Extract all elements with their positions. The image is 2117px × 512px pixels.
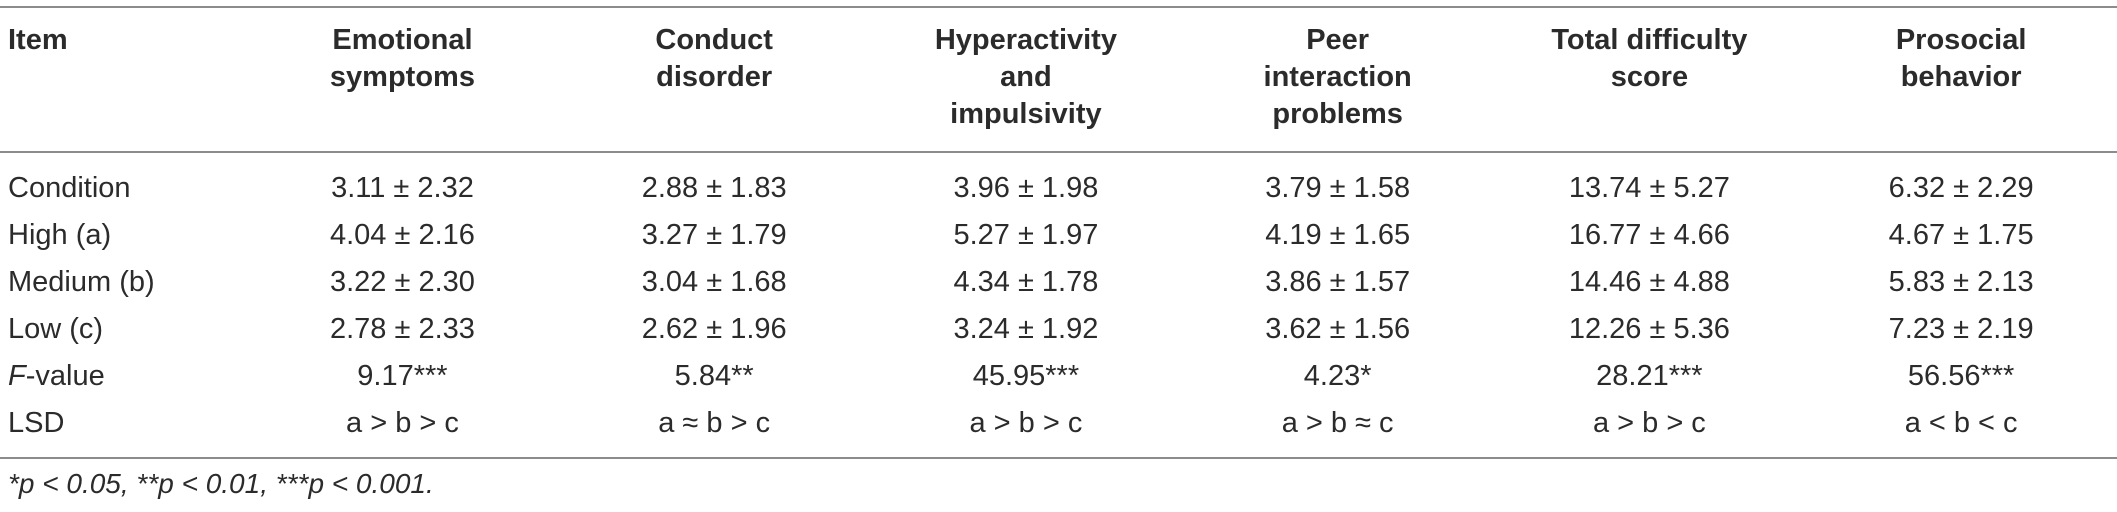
table-cell: 4.04 ± 2.16: [329, 219, 475, 251]
table-cell: 45.95***: [972, 360, 1080, 392]
table-cell: 2.88 ± 1.83: [641, 172, 787, 204]
table-cell: 5.83 ± 2.13: [1888, 266, 2034, 298]
header-prosocial-behavior: Prosocial behavior: [1805, 7, 2117, 152]
header-line: Total difficulty: [1551, 24, 1748, 56]
table-row-f-value: F-value 9.17*** 5.84** 45.95*** 4.23* 28…: [0, 353, 2117, 400]
table-cell: 5.27 ± 1.97: [953, 219, 1099, 251]
header-peer-interaction: Peer interaction problems: [1182, 7, 1494, 152]
header-line: impulsivity: [950, 98, 1102, 130]
table-cell: 3.11 ± 2.32: [331, 172, 474, 204]
table-cell: 9.17***: [357, 360, 448, 392]
table-cell: 12.26 ± 5.36: [1568, 313, 1730, 345]
table-cell: 3.86 ± 1.57: [1265, 266, 1411, 298]
header-conduct-disorder: Conduct disorder: [558, 7, 870, 152]
table-row-medium: Medium (b) 3.22 ± 2.30 3.04 ± 1.68 4.34 …: [0, 259, 2117, 306]
table-cell: 6.32 ± 2.29: [1888, 172, 2034, 204]
table-header: Item Emotional symptoms Conduct disorder…: [0, 7, 2117, 152]
table-cell: 14.46 ± 4.88: [1568, 266, 1730, 298]
table-row-lsd: LSD a > b > c a ≈ b > c a > b > c a > b …: [0, 400, 2117, 458]
table-cell: 13.74 ± 5.27: [1568, 172, 1730, 204]
row-label: F-value: [0, 353, 247, 400]
header-line: disorder: [656, 61, 773, 93]
table-cell: 2.62 ± 1.96: [641, 313, 787, 345]
table-cell: 4.19 ± 1.65: [1265, 219, 1411, 251]
table-row-condition: Condition 3.11 ± 2.32 2.88 ± 1.83 3.96 ±…: [0, 152, 2117, 212]
row-label: Condition: [8, 172, 131, 204]
header-line: Prosocial: [1895, 24, 2027, 56]
header-item: Item: [0, 7, 247, 152]
row-label: High (a): [8, 219, 112, 251]
header-line: Conduct: [655, 24, 773, 56]
table-row-low: Low (c) 2.78 ± 2.33 2.62 ± 1.96 3.24 ± 1…: [0, 306, 2117, 353]
table-footnote: *p < 0.05, **p < 0.01, ***p < 0.001.: [8, 468, 434, 499]
header-line: interaction: [1263, 61, 1412, 93]
header-line: behavior: [1900, 61, 2022, 93]
header-line: Peer: [1306, 24, 1370, 56]
table-cell: 4.23*: [1303, 360, 1372, 392]
header-item-label: Item: [8, 24, 68, 56]
table-cell: 56.56***: [1907, 360, 2015, 392]
table-cell: 3.27 ± 1.79: [641, 219, 787, 251]
header-total-difficulty: Total difficulty score: [1494, 7, 1806, 152]
table-row-high: High (a) 4.04 ± 2.16 3.27 ± 1.79 5.27 ± …: [0, 212, 2117, 259]
table-cell: 16.77 ± 4.66: [1568, 219, 1730, 251]
header-line: and: [1000, 61, 1052, 93]
f-italic: F: [8, 360, 26, 392]
table-cell: 4.67 ± 1.75: [1888, 219, 2034, 251]
table-cell: 28.21***: [1596, 360, 1703, 392]
table-cell: a > b ≈ c: [1281, 407, 1394, 439]
table-cell: 3.96 ± 1.98: [953, 172, 1099, 204]
table-cell: 3.79 ± 1.58: [1265, 172, 1411, 204]
results-table-container: Item Emotional symptoms Conduct disorder…: [0, 6, 2117, 459]
table-cell: 2.78 ± 2.33: [329, 313, 475, 345]
header-line: problems: [1272, 98, 1403, 130]
header-line: Hyperactivity: [934, 24, 1117, 56]
table-cell: 3.24 ± 1.92: [953, 313, 1099, 345]
table-cell: a ≈ b > c: [658, 407, 771, 439]
table-body: Condition 3.11 ± 2.32 2.88 ± 1.83 3.96 ±…: [0, 152, 2117, 458]
table-cell: 4.34 ± 1.78: [953, 266, 1099, 298]
header-line: score: [1610, 61, 1689, 93]
table-cell: 7.23 ± 2.19: [1888, 313, 2034, 345]
table-cell: a > b > c: [969, 407, 1083, 439]
header-row: Item Emotional symptoms Conduct disorder…: [0, 7, 2117, 152]
table-cell: 3.22 ± 2.30: [329, 266, 475, 298]
row-label: LSD: [8, 407, 65, 439]
header-emotional-symptoms: Emotional symptoms: [247, 7, 559, 152]
f-rest: -value: [25, 360, 105, 392]
table-cell: a > b > c: [346, 407, 459, 439]
row-label: Medium (b): [8, 266, 155, 298]
table-cell: a < b < c: [1904, 407, 2018, 439]
table-cell: 5.84**: [674, 360, 754, 392]
header-line: symptoms: [329, 61, 475, 93]
table-cell: 3.62 ± 1.56: [1265, 313, 1411, 345]
header-line: Emotional: [332, 24, 473, 56]
row-label: Low (c): [8, 313, 104, 345]
table-cell: 3.04 ± 1.68: [641, 266, 787, 298]
results-table: Item Emotional symptoms Conduct disorder…: [0, 6, 2117, 459]
header-hyperactivity: Hyperactivity and impulsivity: [870, 7, 1182, 152]
table-cell: a > b > c: [1592, 407, 1706, 439]
